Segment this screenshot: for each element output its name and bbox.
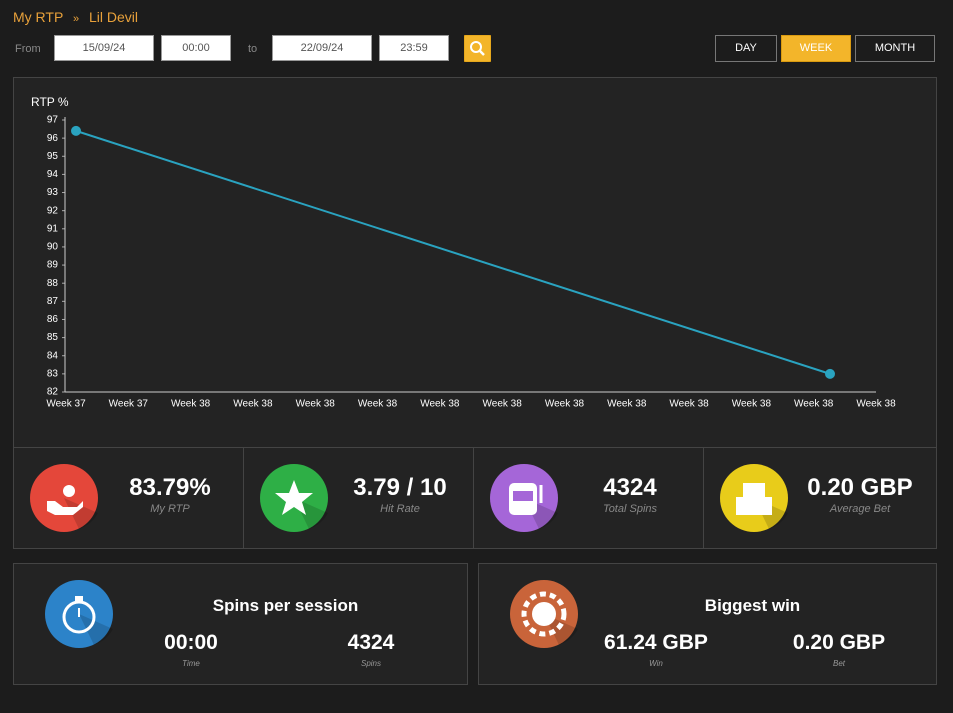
stat-label: Total Spins — [602, 503, 658, 515]
icon-glyph — [513, 491, 533, 501]
panel-label: Win — [649, 659, 663, 668]
stat-label: Hit Rate — [380, 503, 420, 515]
search-icon-handle — [479, 50, 485, 56]
period-button[interactable]: WEEK — [781, 35, 851, 62]
icon-glyph — [532, 602, 556, 626]
panel-value: 4324 — [347, 631, 395, 654]
from-time[interactable]: 00:00 — [161, 35, 231, 61]
search-icon — [470, 41, 482, 53]
icon — [490, 464, 558, 532]
to-label: to — [248, 43, 258, 55]
search-button[interactable] — [464, 35, 491, 62]
icon — [720, 464, 788, 532]
to-time[interactable]: 23:59 — [379, 35, 449, 61]
stat-label: Average Bet — [829, 503, 891, 515]
stat-cell — [13, 447, 244, 549]
stat-value: 4324 — [603, 474, 657, 501]
stat-value: 83.79% — [129, 474, 211, 501]
icon-glyph — [62, 600, 96, 634]
icon — [45, 580, 113, 648]
icon-glyph — [75, 596, 83, 601]
period-button[interactable]: MONTH — [855, 35, 935, 62]
to-date[interactable]: 22/09/24 — [272, 35, 372, 61]
panel-value: 00:00 — [164, 631, 218, 654]
icon-glyph — [521, 591, 567, 637]
breadcrumb-separator: » — [72, 13, 80, 25]
stat-cell — [473, 447, 704, 549]
icon — [260, 464, 328, 532]
icon-shadow — [64, 498, 98, 529]
icon — [30, 464, 98, 532]
icon-circle — [30, 464, 98, 532]
stat-value: 3.79 / 10 — [353, 474, 447, 501]
icon-glyph — [63, 485, 75, 497]
stat-value: 0.20 GBP — [807, 474, 913, 501]
search-bg — [464, 35, 491, 62]
stat-label: My RTP — [150, 503, 190, 515]
from-label: From — [15, 43, 41, 55]
panel-title: Biggest win — [704, 596, 801, 615]
icon — [510, 580, 578, 648]
breadcrumb-root[interactable]: My RTP — [13, 9, 64, 25]
icon-shadow — [79, 614, 113, 645]
breadcrumb: My RTP » Lil Devil — [13, 9, 138, 25]
icon-glyph — [736, 497, 772, 515]
icon-glyph — [47, 501, 83, 515]
panel-value: 0.20 GBP — [792, 631, 886, 654]
period-button[interactable]: DAY — [715, 35, 777, 62]
from-date[interactable]: 15/09/24 — [54, 35, 154, 61]
icon-glyph — [275, 480, 313, 515]
panel-label: Spins — [360, 659, 381, 668]
breadcrumb-current: Lil Devil — [88, 9, 138, 25]
panel-value: 61.24 GBP — [604, 631, 708, 654]
panel-title: Spins per session — [212, 596, 359, 615]
panel-label: Time — [182, 659, 200, 668]
chart-panel — [13, 77, 937, 448]
panel-label: Bet — [832, 659, 845, 668]
